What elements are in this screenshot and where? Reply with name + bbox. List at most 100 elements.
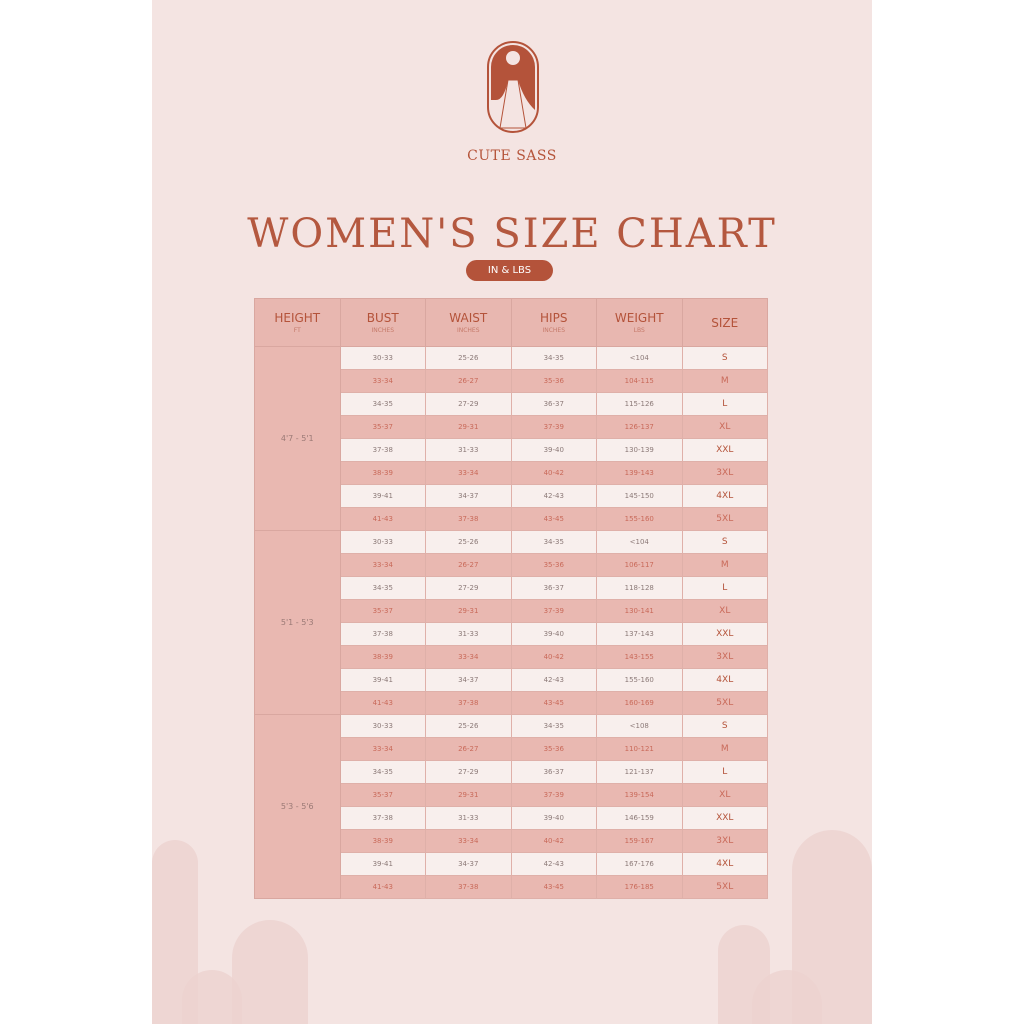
table-row: 39-41 34-37 42-43 167-176 4XL bbox=[255, 852, 768, 876]
decor-arch bbox=[232, 920, 308, 1024]
waist-cell: 27-29 bbox=[425, 392, 512, 416]
size-cell: 4XL bbox=[681, 852, 768, 876]
hips-cell: 42-43 bbox=[510, 484, 597, 508]
weight-cell: 130-139 bbox=[596, 438, 683, 462]
unit-badge: IN & LBS bbox=[466, 260, 553, 281]
weight-cell: 145-150 bbox=[596, 484, 683, 508]
waist-cell: 33-34 bbox=[425, 645, 512, 669]
weight-cell: 139-154 bbox=[596, 783, 683, 807]
hips-cell: 40-42 bbox=[510, 829, 597, 853]
waist-cell: 26-27 bbox=[425, 553, 512, 577]
waist-cell: 34-37 bbox=[425, 852, 512, 876]
waist-cell: 29-31 bbox=[425, 415, 512, 439]
hips-cell: 34-35 bbox=[510, 714, 597, 738]
size-cell: XL bbox=[681, 415, 768, 439]
column-header: HIPS INCHES bbox=[510, 298, 597, 347]
hips-cell: 37-39 bbox=[510, 599, 597, 623]
bust-cell: 41-43 bbox=[339, 691, 426, 715]
hips-cell: 39-40 bbox=[510, 622, 597, 646]
size-cell: S bbox=[681, 714, 768, 738]
hips-cell: 43-45 bbox=[510, 875, 597, 899]
weight-cell: 130-141 bbox=[596, 599, 683, 623]
weight-cell: <108 bbox=[596, 714, 683, 738]
column-header-unit: INCHES bbox=[371, 327, 395, 334]
page-title: WOMEN'S SIZE CHART bbox=[247, 210, 777, 257]
hips-cell: 34-35 bbox=[510, 346, 597, 370]
hips-cell: 42-43 bbox=[510, 852, 597, 876]
size-cell: L bbox=[681, 576, 768, 600]
decor-arch bbox=[752, 970, 822, 1024]
size-cell: 3XL bbox=[681, 461, 768, 485]
hips-cell: 40-42 bbox=[510, 645, 597, 669]
hips-cell: 35-36 bbox=[510, 737, 597, 761]
bust-cell: 30-33 bbox=[339, 346, 426, 370]
weight-cell: 110-121 bbox=[596, 737, 683, 761]
table-row: 35-37 29-31 37-39 139-154 XL bbox=[255, 783, 768, 807]
weight-cell: 155-160 bbox=[596, 668, 683, 692]
weight-cell: <104 bbox=[596, 346, 683, 370]
column-header-unit: LBS bbox=[633, 327, 645, 334]
size-chart-card: CUTE SASS WOMEN'S SIZE CHART IN & LBS HE… bbox=[152, 0, 872, 1024]
waist-cell: 29-31 bbox=[425, 783, 512, 807]
size-cell: S bbox=[681, 346, 768, 370]
table-row: 37-38 31-33 39-40 137-143 XXL bbox=[255, 622, 768, 646]
hips-cell: 34-35 bbox=[510, 530, 597, 554]
waist-cell: 27-29 bbox=[425, 576, 512, 600]
bust-cell: 37-38 bbox=[339, 806, 426, 830]
table-row: 35-37 29-31 37-39 126-137 XL bbox=[255, 415, 768, 439]
bust-cell: 35-37 bbox=[339, 415, 426, 439]
size-cell: M bbox=[681, 369, 768, 393]
hips-cell: 43-45 bbox=[510, 691, 597, 715]
size-cell: 4XL bbox=[681, 668, 768, 692]
waist-cell: 33-34 bbox=[425, 461, 512, 485]
waist-cell: 34-37 bbox=[425, 668, 512, 692]
weight-cell: 143-155 bbox=[596, 645, 683, 669]
weight-cell: 155-160 bbox=[596, 507, 683, 531]
table-row: 33-34 26-27 35-36 110-121 M bbox=[255, 737, 768, 761]
waist-cell: 27-29 bbox=[425, 760, 512, 784]
column-header-label: HEIGHT bbox=[274, 311, 321, 325]
table-row: 38-39 33-34 40-42 143-155 3XL bbox=[255, 645, 768, 669]
bust-cell: 34-35 bbox=[339, 760, 426, 784]
bust-cell: 33-34 bbox=[339, 369, 426, 393]
size-cell: L bbox=[681, 392, 768, 416]
waist-cell: 29-31 bbox=[425, 599, 512, 623]
waist-cell: 31-33 bbox=[425, 438, 512, 462]
bust-cell: 34-35 bbox=[339, 576, 426, 600]
waist-cell: 25-26 bbox=[425, 346, 512, 370]
column-header-label: HIPS bbox=[540, 311, 568, 325]
size-cell: 4XL bbox=[681, 484, 768, 508]
size-table: HEIGHT FT BUST INCHES WAIST INCHES HIPS INCHES W… bbox=[254, 298, 768, 899]
hips-cell: 37-39 bbox=[510, 783, 597, 807]
bust-cell: 34-35 bbox=[339, 392, 426, 416]
table-row: 41-43 37-38 43-45 155-160 5XL bbox=[255, 507, 768, 531]
size-cell: 5XL bbox=[681, 507, 768, 531]
table-row: 41-43 37-38 43-45 160-169 5XL bbox=[255, 691, 768, 715]
bust-cell: 30-33 bbox=[339, 530, 426, 554]
size-cell: 3XL bbox=[681, 829, 768, 853]
size-cell: 5XL bbox=[681, 875, 768, 899]
size-cell: XL bbox=[681, 599, 768, 623]
weight-cell: 160-169 bbox=[596, 691, 683, 715]
bust-cell: 30-33 bbox=[339, 714, 426, 738]
bust-cell: 39-41 bbox=[339, 484, 426, 508]
size-cell: XXL bbox=[681, 622, 768, 646]
table-row: 33-34 26-27 35-36 106-117 M bbox=[255, 553, 768, 577]
weight-cell: 115-126 bbox=[596, 392, 683, 416]
column-header-label: SIZE bbox=[711, 315, 739, 330]
column-header: WEIGHT LBS bbox=[596, 298, 683, 347]
table-row: 35-37 29-31 37-39 130-141 XL bbox=[255, 599, 768, 623]
hips-cell: 35-36 bbox=[510, 553, 597, 577]
waist-cell: 25-26 bbox=[425, 714, 512, 738]
decor-arch bbox=[182, 970, 242, 1024]
hips-cell: 36-37 bbox=[510, 576, 597, 600]
size-cell: XL bbox=[681, 783, 768, 807]
bust-cell: 38-39 bbox=[339, 461, 426, 485]
weight-cell: 104-115 bbox=[596, 369, 683, 393]
weight-cell: <104 bbox=[596, 530, 683, 554]
hips-cell: 39-40 bbox=[510, 806, 597, 830]
size-cell: XXL bbox=[681, 806, 768, 830]
column-header-unit: INCHES bbox=[456, 327, 480, 334]
column-header-label: WEIGHT bbox=[614, 311, 664, 325]
waist-cell: 37-38 bbox=[425, 507, 512, 531]
